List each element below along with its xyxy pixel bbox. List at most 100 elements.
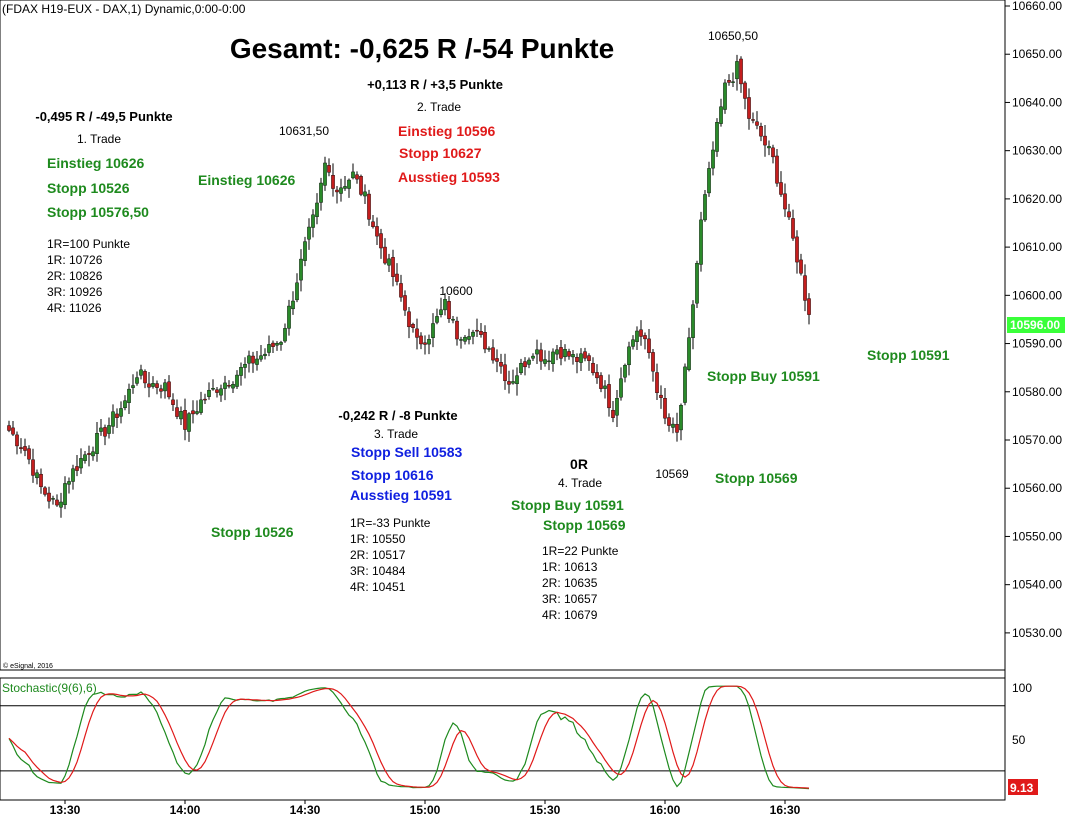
trade1-stop2: Stopp 10576,50	[47, 204, 149, 220]
candle-body	[207, 389, 211, 397]
candle-body	[515, 375, 519, 385]
candle-body	[163, 382, 167, 392]
stoch-tick-50: 50	[1012, 733, 1026, 747]
candle-body	[151, 383, 155, 387]
candle-body	[175, 407, 179, 417]
candle-body	[83, 454, 87, 461]
candle-body	[619, 378, 623, 398]
candle-body	[155, 383, 159, 388]
candle-body	[279, 342, 283, 345]
trade4-r0: 1R=22 Punkte	[542, 544, 619, 558]
price-tick-label: 10640.00	[1012, 95, 1062, 109]
candle-body	[211, 388, 215, 390]
candle-body	[379, 233, 383, 249]
price-tick-label: 10590.00	[1012, 337, 1062, 351]
stoch-value-label: 9.13	[1010, 781, 1034, 795]
price-tick-label: 10610.00	[1012, 240, 1062, 254]
candle-body	[355, 174, 359, 180]
annotation-10600: 10600	[439, 284, 473, 298]
candle-body	[215, 389, 219, 393]
trade4-stop: Stopp 10569	[543, 517, 626, 533]
candle-body	[11, 427, 15, 435]
candle-body	[427, 339, 431, 345]
time-tick-label: 14:30	[290, 803, 321, 817]
candle-body	[139, 369, 143, 376]
candle-body	[35, 472, 39, 479]
price-panel-frame	[0, 0, 1006, 671]
candle-body	[339, 187, 343, 194]
price-tick-label: 10570.00	[1012, 433, 1062, 447]
candle-body	[403, 295, 407, 311]
candle-body	[51, 498, 55, 500]
candle-body	[699, 219, 703, 265]
candle-body	[111, 411, 115, 427]
candle-body	[471, 331, 475, 337]
candle-body	[751, 119, 755, 121]
candle-body	[331, 175, 335, 189]
time-tick-label: 16:00	[650, 803, 681, 817]
price-tick-label: 10620.00	[1012, 192, 1062, 206]
candle-body	[631, 339, 635, 347]
candle-body	[731, 81, 735, 83]
candle-body	[683, 366, 687, 403]
candle-body	[623, 365, 627, 378]
trade2-result: +0,113 R / +3,5 Punkte	[367, 77, 503, 92]
trade1-result: -0,495 R / -49,5 Punkte	[35, 109, 172, 124]
trade2-stop: Stopp 10627	[399, 145, 482, 161]
candle-body	[307, 226, 311, 240]
candle-body	[203, 398, 207, 401]
candle-body	[659, 394, 663, 398]
candle-body	[719, 106, 723, 124]
candle-body	[479, 331, 483, 335]
candle-body	[603, 385, 607, 389]
candle-body	[343, 186, 347, 189]
price-tick-label: 10600.00	[1012, 288, 1062, 302]
time-tick-label: 15:00	[410, 803, 441, 817]
candle-body	[615, 398, 619, 416]
candle-body	[127, 388, 131, 403]
candle-body	[319, 182, 323, 203]
candle-body	[723, 82, 727, 110]
candle-body	[523, 361, 527, 368]
trade2-label: 2. Trade	[417, 100, 461, 114]
candle-body	[387, 258, 391, 266]
candle-body	[587, 355, 591, 361]
candle-body	[511, 381, 515, 384]
trade2-entry: Einstieg 10596	[398, 123, 495, 139]
trade1-entry-chart: Einstieg 10626	[198, 172, 295, 188]
trade3-result: -0,242 R / -8 Punkte	[338, 408, 457, 423]
candle-body	[179, 411, 183, 420]
candle-body	[703, 194, 707, 221]
candle-body	[423, 342, 427, 345]
candle-body	[243, 363, 247, 368]
trade1-r3: 3R: 10926	[47, 285, 103, 299]
candle-body	[447, 301, 451, 319]
candle-body	[143, 371, 147, 384]
candle-body	[691, 304, 695, 338]
price-tick-label: 10530.00	[1012, 626, 1062, 640]
candle-body	[435, 316, 439, 323]
candle-body	[507, 381, 511, 385]
candle-body	[595, 372, 599, 379]
trade4-label: 4. Trade	[558, 476, 602, 490]
candle-body	[607, 384, 611, 409]
candle-body	[771, 147, 775, 158]
candle-body	[711, 149, 715, 169]
candle-body	[223, 382, 227, 389]
candle-body	[543, 359, 547, 364]
stochastic-name: Stochastic(9(6),6)	[2, 681, 97, 695]
candle-body	[107, 425, 111, 434]
price-tick-label: 10550.00	[1012, 529, 1062, 543]
candle-body	[99, 427, 103, 432]
trade3-r2: 2R: 10517	[350, 548, 406, 562]
candle-body	[735, 61, 739, 80]
candle-body	[19, 447, 23, 449]
last-price-badge	[1007, 317, 1065, 333]
candle-body	[87, 453, 91, 455]
candle-body	[55, 499, 59, 506]
trade3-exit: Ausstieg 10591	[350, 487, 452, 503]
candle-body	[451, 318, 455, 321]
candle-body	[159, 388, 163, 392]
time-tick-label: 13:30	[50, 803, 81, 817]
candle-body	[707, 168, 711, 194]
